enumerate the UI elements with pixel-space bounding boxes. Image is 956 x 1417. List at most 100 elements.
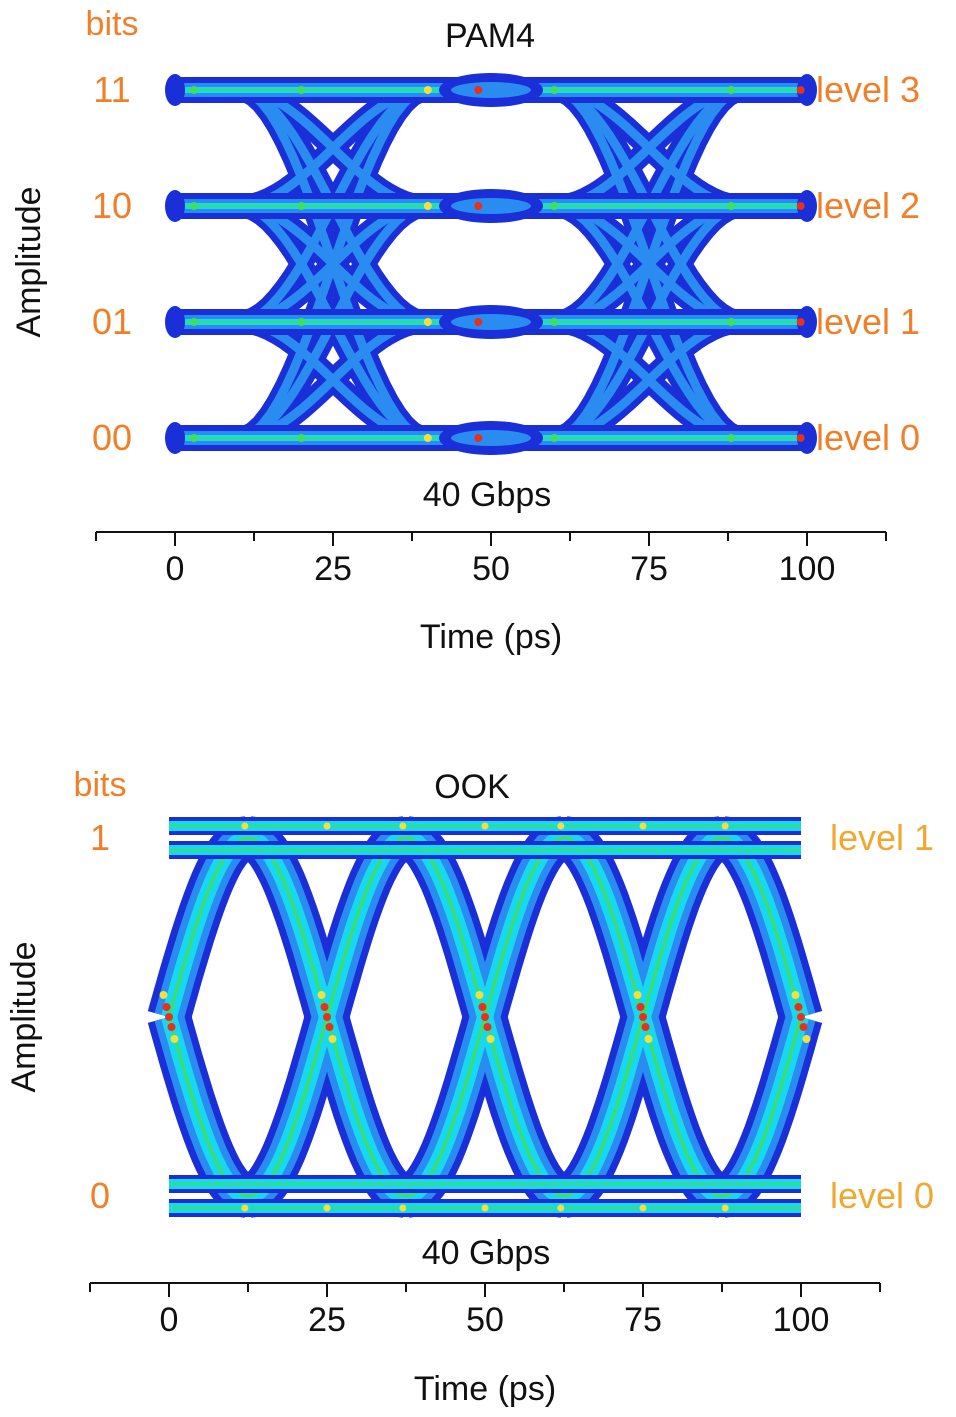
pam4-level-edge-cap: [797, 306, 817, 338]
ook-density-hotspot: [799, 1023, 808, 1031]
ook-level-label-0: level 0: [830, 1175, 934, 1216]
ook-density-hotspot: [323, 1013, 331, 1021]
pam4-title: PAM4: [445, 17, 535, 55]
ook-density-hotspot: [167, 1023, 176, 1031]
pam4-x-axis: 0 25 50 75 100: [95, 531, 887, 588]
pam4-density-hotspot: [727, 318, 736, 326]
pam4-eye-traces: [165, 73, 817, 455]
ook-density-hotspot: [721, 1204, 729, 1212]
ook-density-hotspot: [328, 1035, 337, 1043]
ook-y-axis-label: Amplitude: [5, 941, 43, 1092]
ook-density-hotspot: [478, 1003, 487, 1011]
pam4-x-axis-label: Time (ps): [420, 618, 562, 656]
ook-density-hotspot: [481, 822, 489, 830]
pam4-bitrate-label: 40 Gbps: [423, 476, 552, 514]
ook-density-hotspot: [639, 1013, 647, 1021]
pam4-bits-label-01: 01: [92, 301, 132, 342]
pam4-tick-label-1: 25: [314, 550, 352, 588]
pam4-density-hotspot: [550, 86, 559, 94]
ook-density-hotspot: [639, 1204, 647, 1212]
pam4-level-label-1: level 1: [816, 301, 920, 342]
pam4-density-hotspot: [297, 318, 306, 326]
pam4-y-axis-label: Amplitude: [10, 186, 48, 337]
ook-density-hotspot: [797, 1013, 805, 1021]
ook-level-labels: 0 level 0 1 level 1: [90, 817, 934, 1216]
ook-density-hotspot: [159, 991, 168, 999]
ook-x-axis-label: Time (ps): [414, 1370, 556, 1408]
ook-density-hotspot: [644, 1035, 653, 1043]
pam4-level-lobe-inner: [451, 198, 531, 214]
ook-bits-label-0: 0: [90, 1175, 110, 1216]
pam4-density-hotspot: [727, 86, 736, 94]
ook-level-label-1: level 1: [830, 817, 934, 858]
ook-density-hotspot: [320, 1003, 329, 1011]
ook-density-hotspot: [325, 1023, 334, 1031]
pam4-density-hotspot: [474, 202, 483, 210]
pam4-density-hotspot: [189, 318, 198, 326]
ook-density-hotspot: [639, 822, 647, 830]
pam4-density-hotspot: [474, 318, 483, 326]
pam4-density-hotspot: [297, 86, 306, 94]
pam4-bits-header: bits: [86, 5, 139, 43]
pam4-level-edge-cap: [165, 190, 185, 222]
ook-density-hotspot: [636, 1003, 645, 1011]
pam4-level-lobe-inner: [451, 314, 531, 330]
ook-density-hotspot: [557, 822, 565, 830]
ook-density-hotspot: [794, 1003, 803, 1011]
pam4-density-hotspot: [423, 434, 432, 442]
ook-panel: bits OOK Amplitude 0 level 0 1 level 1 40 G…: [5, 766, 934, 1408]
pam4-density-hotspot: [550, 202, 559, 210]
ook-bitrate-label: 40 Gbps: [422, 1234, 551, 1272]
ook-eye-traces: [147, 816, 823, 1218]
ook-density-hotspot: [399, 822, 407, 830]
ook-tick-label-0: 0: [160, 1301, 179, 1339]
ook-density-hotspot: [241, 822, 249, 830]
ook-density-hotspot: [481, 1204, 489, 1212]
ook-bits-label-1: 1: [90, 817, 110, 858]
pam4-density-hotspot: [474, 86, 483, 94]
pam4-density-hotspot: [189, 202, 198, 210]
pam4-level-edge-cap: [797, 190, 817, 222]
pam4-density-hotspot: [297, 434, 306, 442]
ook-x-axis: 0 25 50 75 100: [89, 1282, 881, 1339]
pam4-density-hotspot: [796, 86, 805, 94]
pam4-level-label-2: level 2: [816, 185, 920, 226]
ook-density-hotspot: [486, 1035, 495, 1043]
pam4-tick-label-0: 0: [166, 550, 185, 588]
pam4-density-hotspot: [189, 434, 198, 442]
ook-density-hotspot: [557, 1204, 565, 1212]
pam4-density-hotspot: [550, 434, 559, 442]
pam4-level-edge-cap: [165, 422, 185, 454]
ook-density-hotspot: [170, 1035, 179, 1043]
ook-density-hotspot: [481, 1013, 489, 1021]
pam4-density-hotspot: [297, 202, 306, 210]
pam4-level-edge-cap: [165, 306, 185, 338]
pam4-density-hotspot: [550, 318, 559, 326]
ook-density-hotspot: [399, 1204, 407, 1212]
ook-density-hotspot: [721, 822, 729, 830]
ook-tick-label-3: 75: [624, 1301, 662, 1339]
pam4-density-hotspot: [727, 202, 736, 210]
pam4-density-hotspot: [796, 318, 805, 326]
ook-density-hotspot: [791, 991, 800, 999]
pam4-level-label-0: level 0: [816, 417, 920, 458]
pam4-level-label-3: level 3: [816, 69, 920, 110]
pam4-panel: bits PAM4 Amplitude 00 level 0 01 level 1 10…: [10, 5, 920, 656]
pam4-level-edge-cap: [797, 74, 817, 106]
ook-tick-label-2: 50: [466, 1301, 504, 1339]
pam4-level-edge-cap: [165, 74, 185, 106]
ook-tick-label-4: 100: [773, 1301, 830, 1339]
pam4-transition-trace: [549, 85, 749, 443]
pam4-level-lobe-inner: [451, 430, 531, 446]
pam4-tick-label-4: 100: [779, 550, 836, 588]
ook-density-hotspot: [162, 1003, 171, 1011]
pam4-transition-trace: [233, 85, 433, 443]
ook-density-hotspot: [241, 1204, 249, 1212]
pam4-density-hotspot: [423, 86, 432, 94]
pam4-level-lobe-inner: [451, 82, 531, 98]
pam4-density-hotspot: [796, 434, 805, 442]
ook-tick-label-1: 25: [308, 1301, 346, 1339]
ook-density-hotspot: [323, 1204, 331, 1212]
ook-bits-header: bits: [74, 766, 127, 804]
